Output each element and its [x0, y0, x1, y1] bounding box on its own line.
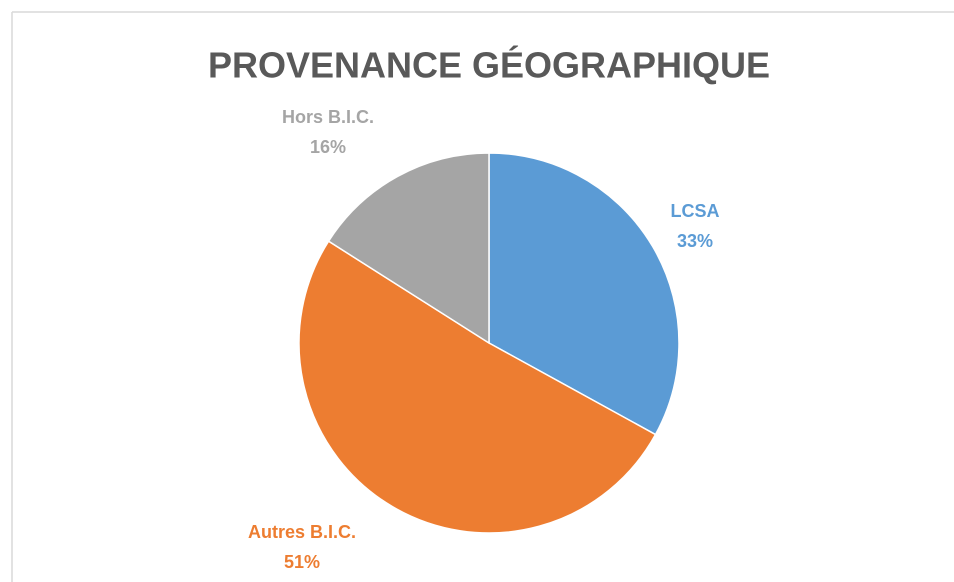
pie-slice	[298, 240, 657, 534]
slice-category-label: Autres B.I.C.	[248, 522, 356, 542]
slice-value-label: 51%	[284, 552, 320, 572]
pie-slice	[488, 152, 680, 436]
slice-category-label: LCSA	[671, 201, 720, 221]
slice-value-label: 16%	[310, 137, 346, 157]
pie-slice	[327, 152, 490, 345]
slice-category-label: Hors B.I.C.	[282, 107, 374, 127]
slice-value-label: 33%	[677, 231, 713, 251]
chart-title: PROVENANCE GÉOGRAPHIQUE	[208, 45, 770, 86]
